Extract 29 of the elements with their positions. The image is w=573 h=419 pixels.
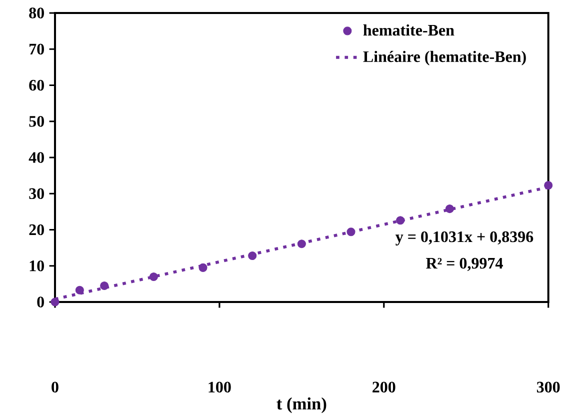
x-tick-label: 300	[536, 382, 560, 393]
point	[445, 204, 454, 214]
x-tick-label: 200	[372, 382, 396, 393]
y-tick-label: 0	[37, 296, 44, 308]
y-tick-label: 50	[29, 116, 44, 127]
point	[149, 272, 158, 281]
point	[544, 181, 553, 190]
point	[198, 263, 208, 272]
y-tick-label: 30	[29, 188, 44, 200]
y-tick-label: 40	[28, 152, 44, 163]
point	[248, 251, 257, 260]
point	[297, 240, 306, 248]
x-tick-label: 100	[208, 382, 231, 393]
y-tick-label: 10	[30, 260, 44, 272]
annotation: y = 0,1031x + 0,8396	[396, 231, 534, 246]
annotation: R² = 0,9974	[426, 258, 503, 271]
point	[75, 286, 84, 294]
x-tick-label: 0	[52, 382, 58, 393]
legend-label: Linéaire (hematite-Ben)	[363, 50, 526, 66]
y-tick-label: 20	[29, 224, 44, 236]
point	[396, 216, 405, 225]
y-tick-label: 60	[29, 80, 44, 91]
y-tick-label: 80	[29, 8, 44, 18]
legend-label: hematite-Ben	[363, 24, 454, 36]
point	[100, 281, 109, 290]
point	[50, 298, 60, 306]
point	[346, 228, 356, 236]
y-tick-label: 70	[30, 44, 44, 55]
x-axis-title: t (min)	[276, 397, 326, 414]
